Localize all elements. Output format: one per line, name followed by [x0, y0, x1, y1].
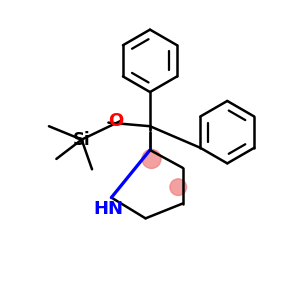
Circle shape	[170, 179, 187, 196]
Text: O: O	[108, 112, 123, 130]
Text: HN: HN	[93, 200, 123, 218]
Circle shape	[142, 149, 161, 168]
Text: Si: Si	[73, 130, 91, 148]
